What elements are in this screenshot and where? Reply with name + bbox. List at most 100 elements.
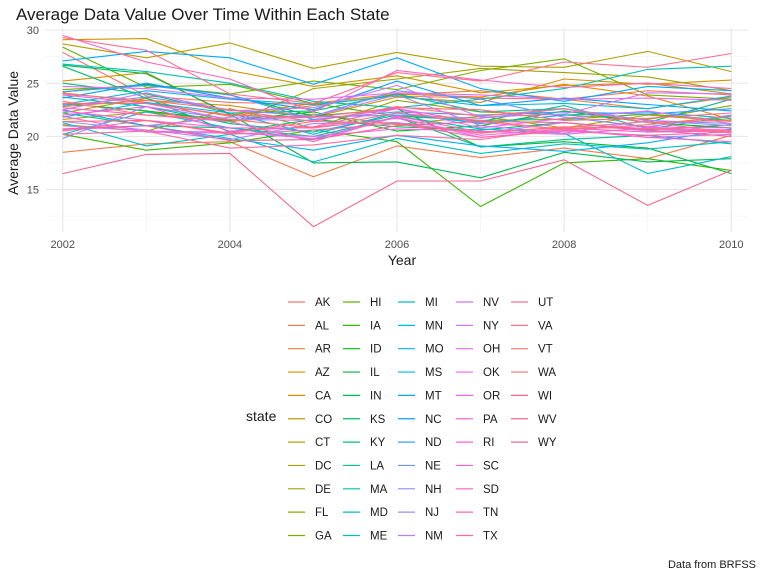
legend-label: MD (370, 507, 388, 519)
legend-item-oh: OH (456, 344, 500, 356)
legend-label: MS (425, 367, 443, 379)
series-line-sd (62, 34, 732, 113)
legend-item-fl: FL (288, 507, 329, 519)
legend-item-ne: NE (398, 460, 441, 472)
legend-item-ms: MS (398, 367, 443, 379)
legend-label: ND (425, 437, 442, 449)
legend-item-mi: MI (398, 297, 438, 309)
x-axis-ticks: 2002 2004 2006 2008 2010 (50, 239, 743, 251)
x-axis-title: Year (388, 252, 417, 268)
x-tick-label: 2006 (385, 239, 409, 251)
series-line-tx (62, 120, 732, 149)
legend-item-id: ID (343, 344, 382, 356)
legend-label: ID (370, 344, 382, 356)
legend-item-sc: SC (456, 460, 499, 472)
series-line-wi (62, 102, 732, 121)
x-tick-label: 2004 (218, 239, 242, 251)
legend-item-mo: MO (398, 344, 444, 356)
y-tick-label: 30 (27, 25, 39, 37)
legend-label: AK (315, 297, 331, 309)
legend-label: IA (370, 320, 381, 332)
legend-item-tx: TX (456, 531, 498, 543)
series-line-wy (62, 120, 732, 142)
legend-label: NJ (425, 507, 439, 519)
legend-label: GA (315, 531, 332, 543)
legend-label: CA (315, 390, 331, 402)
legend-label: MO (425, 344, 444, 356)
legend-item-ak: AK (288, 297, 331, 309)
series-line-in (62, 64, 732, 179)
legend-item-mn: MN (398, 320, 443, 332)
legend-item-az: AZ (288, 367, 330, 379)
legend-item-ga: GA (288, 531, 332, 543)
legend-item-ny: NY (456, 320, 499, 332)
legend-item-md: MD (343, 507, 388, 519)
legend-item-ma: MA (343, 484, 388, 496)
legend-label: MA (370, 484, 388, 496)
legend-item-la: LA (343, 460, 384, 472)
legend-item-al: AL (288, 320, 330, 332)
series-line-mn (62, 90, 732, 110)
legend-item-nj: NJ (398, 507, 439, 519)
legend-label: KS (370, 414, 386, 426)
legend-items: AK AL AR AZ CA CO CT DC DE FL GA HI IA ID IL IN KS KY LA MA… (288, 297, 557, 543)
legend-label: ME (370, 531, 388, 543)
series-line-me (62, 122, 732, 163)
series-line-va (62, 93, 732, 124)
legend-label: NC (425, 414, 442, 426)
series-line-or (62, 115, 732, 137)
legend-label: SC (483, 460, 499, 472)
x-tick-label: 2010 (719, 239, 743, 251)
legend-item-ok: OK (456, 367, 500, 379)
legend-label: AR (315, 344, 331, 356)
series-line-al (62, 134, 732, 178)
legend-item-il: IL (343, 367, 380, 379)
legend-label: NM (425, 531, 443, 543)
legend-item-ar: AR (288, 344, 331, 356)
legend-label: OR (483, 390, 500, 402)
chart-title: Average Data Value Over Time Within Each… (16, 5, 390, 24)
legend-label: SD (483, 484, 499, 496)
legend-item-ri: RI (456, 437, 495, 449)
legend-label: PA (483, 414, 498, 426)
legend-item-in: IN (343, 390, 382, 402)
legend-label: DE (315, 484, 331, 496)
x-tick-label: 2002 (50, 239, 74, 251)
legend-label: OH (483, 344, 500, 356)
legend-label: VT (538, 344, 553, 356)
y-tick-label: 25 (27, 78, 39, 90)
legend-label: HI (370, 297, 382, 309)
series-line-wv (62, 152, 732, 228)
legend-label: NH (425, 484, 442, 496)
legend-item-ut: UT (511, 297, 553, 309)
legend-item-va: VA (511, 320, 553, 332)
series-line-co (62, 38, 732, 95)
legend-label: AL (315, 320, 330, 332)
x-tick-label: 2008 (552, 239, 576, 251)
legend-label: NY (483, 320, 499, 332)
legend-item-sd: SD (456, 484, 499, 496)
legend-item-wy: WY (511, 437, 557, 449)
legend-label: IN (370, 390, 382, 402)
legend-item-or: OR (456, 390, 500, 402)
series-line-vt (62, 100, 732, 131)
legend-item-nc: NC (398, 414, 442, 426)
series-line-pa (62, 110, 732, 143)
legend-label: RI (483, 437, 495, 449)
legend-item-wi: WI (511, 390, 552, 402)
legend-item-nd: ND (398, 437, 442, 449)
legend-item-ky: KY (343, 437, 386, 449)
legend-item-ct: CT (288, 437, 330, 449)
series-layer (62, 34, 732, 228)
legend-item-de: DE (288, 484, 331, 496)
legend-item-wv: WV (511, 414, 557, 426)
legend-item-wa: WA (511, 367, 556, 379)
legend-label: WA (538, 367, 556, 379)
legend-label: DC (315, 460, 332, 472)
legend-label: LA (370, 460, 384, 472)
y-tick-label: 15 (27, 185, 39, 197)
y-axis-ticks: 15 20 25 30 (27, 25, 39, 196)
legend-label: KY (370, 437, 386, 449)
legend-label: VA (538, 320, 553, 332)
